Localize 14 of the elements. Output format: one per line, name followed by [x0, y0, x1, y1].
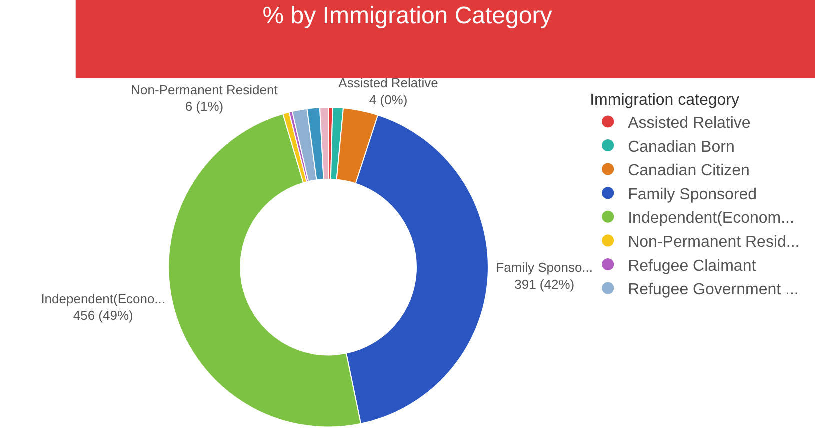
legend-label: Canadian Citizen	[628, 162, 750, 180]
legend-label: Assisted Relative	[628, 114, 751, 132]
data-label: Family Sponso... 391 (42%)	[496, 260, 594, 292]
chart-title: % by Immigration Category	[262, 2, 552, 30]
legend-title: Immigration category	[590, 92, 740, 109]
legend-label: Non-Permanent Resid...	[628, 234, 800, 251]
legend-label: Family Sponsored	[628, 186, 758, 204]
legend-label: Canadian Born	[628, 138, 735, 156]
data-label: Non-Permanent Resident 6 (1%)	[131, 82, 278, 114]
legend-label: Independent(Econom...	[628, 210, 794, 228]
data-label: Assisted Relative 4 (0%)	[338, 76, 438, 108]
data-label: Independent(Econo... 456 (49%)	[41, 291, 166, 324]
legend-label: Refugee Government ...	[628, 282, 799, 299]
legend-label: Refugee Claimant	[628, 258, 757, 275]
